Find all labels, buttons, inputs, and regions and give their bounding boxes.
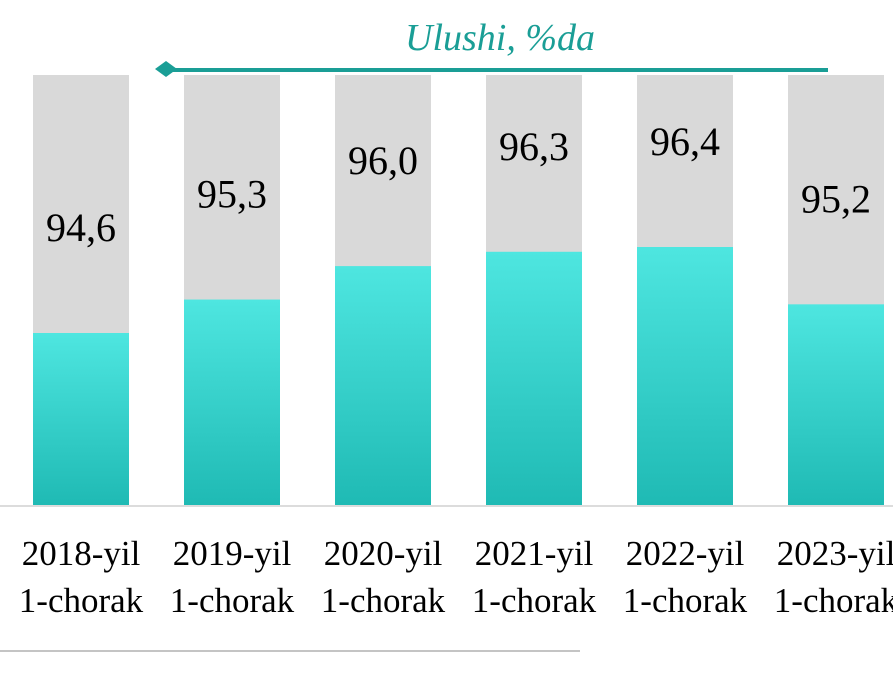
data-label: 96,0 [348, 138, 418, 183]
value-bar [486, 251, 582, 505]
value-bar [33, 333, 129, 505]
x-tick-label: 1-chorak [19, 581, 144, 620]
value-bar [788, 304, 884, 505]
data-label: 96,3 [499, 124, 569, 169]
data-label: 95,2 [801, 176, 871, 221]
x-tick-label: 2018-yil [22, 534, 141, 573]
x-axis-labels: 2018-yil 1-chorak 2019-yil 1-chorak 2020-yil… [19, 534, 893, 620]
x-tick-label: 2019-yil [173, 534, 292, 573]
x-tick-label: 1-chorak [623, 581, 748, 620]
x-tick-label: 2021-yil [475, 534, 594, 573]
x-tick-label: 1-chorak [321, 581, 446, 620]
value-bar [335, 266, 431, 505]
data-label: 94,6 [46, 205, 116, 250]
x-tick-label: 2023-yil [777, 534, 893, 573]
x-tick-label: 1-chorak [472, 581, 597, 620]
data-label: 96,4 [650, 119, 720, 164]
bars-group: 94,6 95,3 96,0 96,3 96,4 95,2 [33, 75, 884, 505]
title-arrow-head [155, 61, 177, 77]
x-tick-label: 1-chorak [170, 581, 295, 620]
x-tick-label: 2022-yil [626, 534, 745, 573]
title-arrow [155, 61, 828, 77]
x-tick-label: 1-chorak [774, 581, 893, 620]
chart-title: Ulushi, %da [405, 17, 595, 59]
data-label: 95,3 [197, 172, 267, 217]
value-bar [637, 247, 733, 505]
value-bar [184, 299, 280, 505]
x-tick-label: 2020-yil [324, 534, 443, 573]
